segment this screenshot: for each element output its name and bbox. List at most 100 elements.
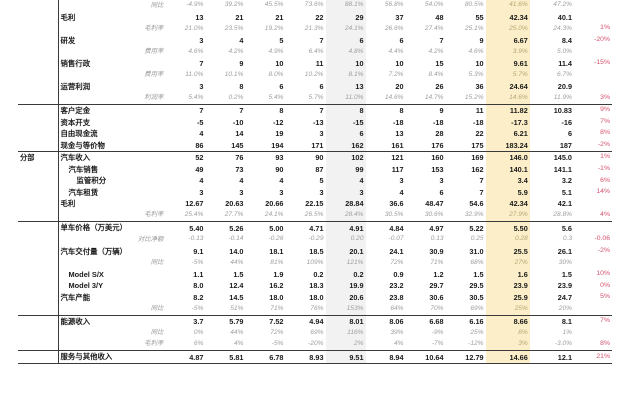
row-group-label	[18, 92, 59, 105]
data-cell: 55	[475, 12, 484, 22]
table-row: 汽车租赁 3 3 3 3 3 4 6 7 5.9 5.1 14%	[18, 186, 612, 199]
row-group-label	[18, 209, 59, 223]
row-sublabel	[123, 81, 165, 93]
data-cell: -5%	[165, 303, 206, 316]
row-sublabel	[123, 292, 165, 304]
row-sublabel: 同比	[150, 328, 164, 336]
data-cell: 5.4%	[268, 93, 284, 101]
variance-cell: 8%	[600, 129, 610, 137]
highlighted-actual-cell: 146.0	[485, 151, 530, 164]
data-cell: -5%	[245, 338, 286, 352]
data-cell: 23.8	[389, 292, 404, 302]
data-cell: 28.4%	[325, 209, 366, 223]
row-group-label	[18, 23, 59, 35]
highlighted-actual-cell: 25%	[485, 303, 530, 316]
data-cell: 51%	[205, 303, 246, 316]
row-label: Model 3/Y	[68, 281, 104, 291]
data-cell: 54.0%	[424, 1, 444, 9]
data-cell: 8.0%	[268, 70, 284, 78]
row-group-label	[18, 0, 59, 12]
row-sublabel	[123, 128, 165, 140]
data-cell: 39%	[390, 328, 404, 336]
highlighted-actual-cell: 42.34	[485, 11, 530, 24]
row-label	[58, 303, 124, 316]
variance-cell: -2%	[597, 246, 610, 254]
table-row: 监管积分 4 4 4 5 4 3 3 7 3.4 3.2 6%	[18, 175, 612, 187]
data-cell: 76%	[285, 303, 326, 316]
data-cell: 25.4%	[165, 209, 206, 223]
data-cell: 14.7%	[424, 93, 444, 101]
row-label	[58, 209, 124, 223]
data-cell: 6.16	[445, 314, 486, 328]
data-cell: 24.1%	[245, 209, 286, 223]
table-row: 对比净额 -0.13 -0.14 -0.26 -0.29 0.20 -0.07 0.13 0.2…	[18, 233, 612, 246]
data-cell: 21	[235, 12, 244, 22]
data-cell: 4	[279, 176, 284, 186]
table-row: 客户定金 7 7 8 7 8 8 9 11 11.82 10.83 9%	[18, 103, 612, 117]
row-label: 毛利	[60, 12, 76, 22]
estimate-cell: 20.9	[557, 81, 572, 91]
data-cell: 1.9	[273, 269, 284, 279]
data-cell: -12	[272, 117, 284, 127]
data-cell: 0.20	[325, 233, 366, 246]
data-cell: 24.1	[389, 246, 404, 256]
variance-cell	[574, 81, 612, 93]
data-cell: 10	[395, 58, 404, 68]
data-cell: 20.1	[325, 245, 366, 258]
data-cell: 175	[445, 139, 486, 153]
data-cell: -18	[433, 117, 444, 127]
variance-cell	[574, 12, 612, 24]
estimate-cell: 8.4	[561, 35, 572, 45]
data-cell: 4%	[205, 338, 246, 352]
highlighted-actual-cell: 5.9	[485, 186, 530, 199]
row-sublabel: 费用率	[144, 70, 164, 78]
data-cell: -5%	[191, 258, 204, 266]
data-cell: 21	[275, 12, 284, 22]
row-label	[58, 338, 124, 352]
row-group-label	[18, 34, 59, 47]
estimate-cell: 8.1	[529, 314, 574, 328]
data-cell: 13	[195, 12, 204, 22]
data-cell: 18.5	[309, 246, 324, 256]
data-cell: 5.22	[445, 221, 486, 234]
data-cell: 15	[435, 58, 444, 68]
row-sublabel: 对比净额	[137, 235, 164, 243]
data-cell: 22.15	[305, 199, 324, 209]
row-sublabel	[123, 221, 166, 234]
row-group-label	[18, 11, 59, 24]
highlighted-actual-cell: 42.34	[485, 198, 530, 210]
data-cell: 30.6	[429, 292, 444, 302]
data-cell: 8	[365, 103, 406, 117]
variance-cell: -20%	[594, 36, 610, 44]
data-cell: 21.0%	[184, 24, 204, 32]
row-sublabel: 费用率	[144, 47, 164, 55]
data-cell: 27.7%	[205, 209, 246, 223]
data-cell: 121	[365, 151, 406, 164]
row-label: 研发	[60, 35, 76, 45]
financial-data-table: 同比 -4.9% 39.2% 45.5% 73.6% 88.1% 56.8% 54.0% 80.…	[18, 0, 612, 364]
estimate-cell: 1%	[562, 328, 572, 336]
highlighted-actual-cell: 183.24	[485, 139, 530, 153]
table-row: 资本开支 -5 -10 -12 -13 -15 -18 -18 -18 -17.3 -16 7%	[18, 116, 612, 129]
variance-cell: 1%	[600, 24, 610, 32]
data-cell: 8.2	[193, 292, 204, 302]
variance-cell	[574, 221, 612, 234]
variance-cell: -15%	[594, 59, 610, 67]
row-group-label	[18, 163, 59, 176]
data-cell: 3	[399, 176, 404, 186]
table-row: 同比 0% 44% 72% 69% 116% 39% -9% 25% 8% 1%	[18, 327, 612, 339]
highlighted-actual-cell: 23.9	[485, 280, 530, 292]
variance-cell: 1%	[574, 151, 612, 164]
variance-cell: 4%	[574, 209, 612, 223]
data-cell: 39.2%	[224, 1, 244, 9]
row-label: 汽车租赁	[68, 187, 99, 197]
row-label: 汽车收入	[58, 151, 124, 164]
data-cell: 14.6%	[384, 93, 404, 101]
row-group-label	[18, 139, 59, 153]
data-cell: 0%	[193, 328, 204, 336]
data-cell: 4.6%	[188, 47, 204, 55]
highlighted-actual-cell: 11.82	[485, 103, 530, 117]
data-cell: 22	[475, 129, 484, 139]
data-cell: 153%	[325, 303, 366, 316]
